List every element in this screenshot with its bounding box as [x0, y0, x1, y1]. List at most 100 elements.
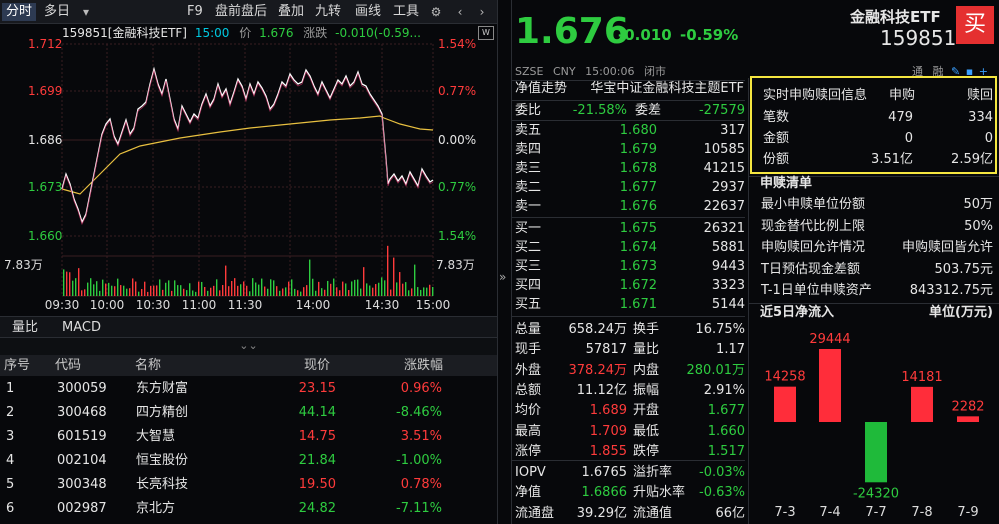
- tool-rong[interactable]: 融: [932, 65, 944, 78]
- pin-icon[interactable]: ▪: [965, 65, 974, 78]
- tab-volume-ratio[interactable]: 量比: [12, 320, 39, 335]
- inflow-bar: [911, 386, 933, 422]
- volume-bar: [156, 285, 158, 296]
- vol-left-label: 7.83万: [4, 258, 43, 272]
- table-row[interactable]: 2 300468 四方精创 44.14 -8.46%: [0, 401, 497, 425]
- chevron-right-icon[interactable]: ›: [479, 5, 485, 19]
- level-volume: 26321: [703, 221, 745, 236]
- bid-row[interactable]: 买一 1.675 26321: [513, 219, 746, 238]
- dropdown-icon[interactable]: ▾: [82, 5, 90, 19]
- volume-bar: [81, 290, 83, 296]
- volume-bar: [213, 285, 215, 296]
- level-price: 1.677: [619, 180, 657, 195]
- redeem-row: 最小申赎单位份额 50万: [757, 194, 997, 216]
- inflow-value-label: 2282: [951, 399, 984, 414]
- col-price[interactable]: 现价: [304, 358, 331, 373]
- col-change[interactable]: 涨跌幅: [404, 358, 444, 373]
- volume-bar: [270, 279, 272, 296]
- stat-label: 换手: [633, 322, 660, 337]
- tab-intraday[interactable]: 分时: [2, 3, 37, 21]
- volume-bar: [327, 280, 329, 296]
- ask-row[interactable]: 卖一 1.676 22637: [513, 197, 746, 216]
- table-row[interactable]: 5 300348 长亮科技 19.50 0.78%: [0, 473, 497, 497]
- stat-label: 现手: [515, 342, 542, 358]
- menu-overlay[interactable]: 叠加: [278, 4, 305, 19]
- row-price: 21.84: [298, 453, 336, 468]
- menu-tools[interactable]: 工具: [393, 4, 420, 19]
- ask-row[interactable]: 卖三 1.678 41215: [513, 159, 746, 178]
- realtime-sell: 2.59亿: [951, 152, 993, 167]
- bid-row[interactable]: 买三 1.673 9443: [513, 257, 746, 276]
- redeem-value: 50万: [963, 197, 993, 212]
- menu-f9[interactable]: F9: [187, 4, 203, 19]
- chart-grid: [61, 43, 434, 297]
- ask-row[interactable]: 卖四 1.679 10585: [513, 140, 746, 159]
- col-name[interactable]: 名称: [135, 358, 162, 373]
- plus-icon[interactable]: +: [978, 65, 988, 78]
- sep: [749, 176, 999, 177]
- index-name: 华宝中证金融科技主题ETF: [590, 81, 744, 96]
- level-price: 1.679: [619, 142, 657, 157]
- col-code[interactable]: 代码: [55, 358, 82, 373]
- realtime-label: 笔数: [763, 110, 790, 125]
- webi-diff: -27579: [698, 103, 745, 118]
- chevron-left-icon[interactable]: ‹: [457, 5, 463, 19]
- edit-icon[interactable]: ✎: [951, 65, 961, 78]
- realtime-buy: 3.51亿: [871, 152, 913, 167]
- volume-bar: [225, 265, 227, 296]
- redeem-label: T-1日单位申赎资产: [761, 283, 872, 298]
- index-label[interactable]: 净值走势: [515, 81, 568, 96]
- menu-draw[interactable]: 画线: [355, 4, 382, 19]
- volume-bar: [279, 290, 281, 296]
- table-row[interactable]: 4 002104 恒宝股份 21.84 -1.00%: [0, 449, 497, 473]
- table-row[interactable]: 3 601519 大智慧 14.75 3.51%: [0, 425, 497, 449]
- collapse-icon[interactable]: »: [499, 270, 507, 284]
- level-label: 卖二: [515, 180, 542, 195]
- bid-row[interactable]: 买五 1.671 5144: [513, 295, 746, 314]
- chart-time: 15:00: [194, 26, 230, 40]
- level-price: 1.680: [619, 123, 657, 138]
- realtime-box: [750, 76, 997, 174]
- volume-bar: [96, 281, 98, 296]
- tool-tong[interactable]: 通: [912, 65, 923, 78]
- x-label: 14:30: [365, 298, 400, 312]
- row-name: 京北方: [136, 501, 176, 516]
- tab-multiday[interactable]: 多日: [44, 4, 71, 19]
- table-row[interactable]: 6 002987 京北方 24.82 -7.11%: [0, 497, 497, 521]
- table-row[interactable]: 1 300059 东方财富 23.15 0.96%: [0, 377, 497, 401]
- menu-nine[interactable]: 九转: [315, 4, 342, 19]
- y-left-label: 1.660: [28, 229, 62, 243]
- bid-row[interactable]: 买四 1.672 3323: [513, 276, 746, 295]
- chart-y-labels: 1.712 1.54% 1.699 0.77% 1.686 0.00% 1.673 0.77%…: [28, 37, 476, 243]
- level-price: 1.676: [619, 199, 657, 214]
- x-label: 10:00: [90, 298, 125, 312]
- expand-icon[interactable]: ⌄⌄: [0, 338, 497, 355]
- volume-bar: [216, 279, 218, 296]
- gear-icon[interactable]: ⚙: [430, 5, 442, 19]
- col-index[interactable]: 序号: [4, 358, 31, 373]
- menu-pre-post[interactable]: 盘前盘后: [215, 4, 268, 19]
- ask-row[interactable]: 卖二 1.677 2937: [513, 178, 746, 197]
- realtime-row: 份额 3.51亿 2.59亿: [757, 149, 997, 171]
- volume-bar: [417, 287, 419, 296]
- web-icon[interactable]: W: [478, 26, 494, 40]
- level-volume: 10585: [703, 142, 745, 157]
- bid-row[interactable]: 买二 1.674 5881: [513, 238, 746, 257]
- tab-macd[interactable]: MACD: [62, 320, 101, 335]
- level-volume: 317: [720, 123, 745, 138]
- ask-row[interactable]: 卖五 1.680 317: [513, 121, 746, 140]
- chart-x-labels: 09:30 10:00 10:30 11:00 11:30 14:00 14:30 15:00: [45, 298, 451, 312]
- volume-bar: [111, 285, 113, 296]
- row-name: 大智慧: [136, 429, 176, 444]
- stat-value: 280.01万: [686, 362, 746, 378]
- buy-button[interactable]: 买: [956, 6, 994, 44]
- volume-bar: [264, 286, 266, 296]
- volume-bar: [240, 284, 242, 296]
- row-price: 24.82: [298, 501, 336, 516]
- level-price: 1.673: [619, 259, 657, 274]
- average-price-line: [61, 115, 434, 195]
- volume-bar: [207, 290, 209, 296]
- level-label: 卖三: [515, 161, 542, 176]
- row-code: 300468: [57, 405, 107, 420]
- volume-bar: [114, 286, 116, 296]
